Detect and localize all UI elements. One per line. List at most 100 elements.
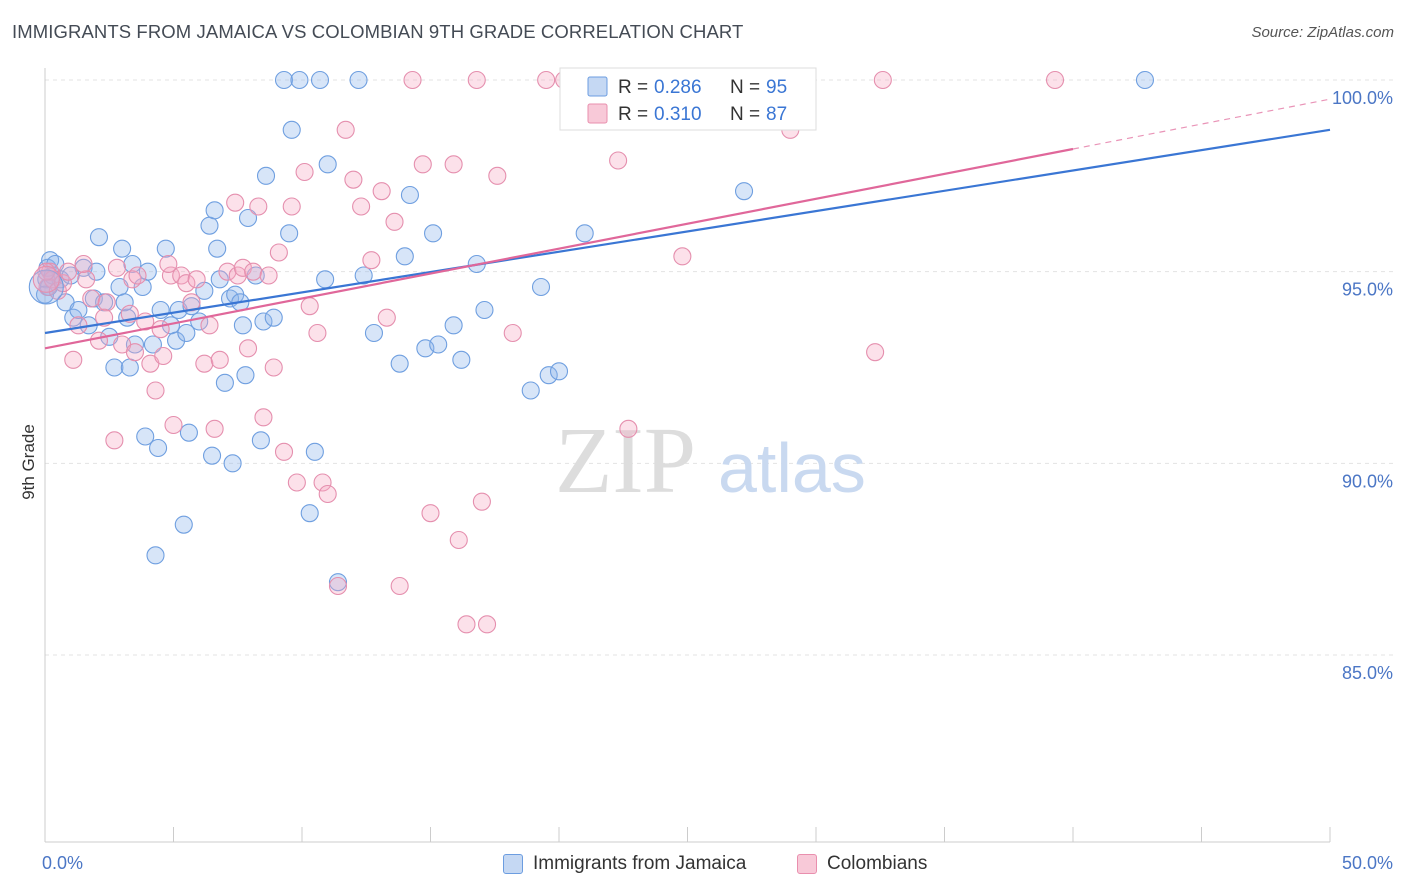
point-jamaica bbox=[215, 373, 234, 392]
point-colombians bbox=[205, 419, 224, 438]
point-jamaica bbox=[444, 316, 463, 335]
point-colombians bbox=[226, 193, 245, 212]
point-jamaica bbox=[349, 70, 368, 90]
point-jamaica bbox=[69, 300, 88, 320]
point-jamaica bbox=[280, 224, 299, 243]
point-colombians bbox=[318, 484, 337, 504]
point-colombians bbox=[59, 262, 78, 281]
x-tick-label: 50.0% bbox=[1342, 853, 1393, 873]
point-colombians bbox=[336, 120, 355, 139]
point-jamaica bbox=[300, 504, 319, 523]
point-colombians bbox=[107, 258, 127, 277]
point-jamaica bbox=[167, 331, 186, 350]
point-colombians bbox=[195, 354, 214, 373]
point-colombians bbox=[488, 166, 507, 185]
point-jamaica bbox=[328, 573, 348, 592]
point-jamaica bbox=[179, 423, 198, 442]
series-legend-item-jamaica[interactable]: Immigrants from Jamaica bbox=[503, 853, 746, 875]
series-label-colombians: Colombians bbox=[827, 853, 928, 874]
point-jamaica bbox=[28, 269, 64, 305]
point-colombians bbox=[444, 155, 463, 174]
point-colombians bbox=[328, 576, 348, 596]
point-colombians bbox=[313, 473, 332, 492]
point-colombians bbox=[403, 70, 422, 90]
point-jamaica bbox=[539, 366, 558, 385]
point-colombians bbox=[164, 415, 183, 435]
point-jamaica bbox=[256, 166, 276, 185]
point-jamaica bbox=[364, 323, 384, 343]
point-colombians bbox=[159, 254, 178, 274]
point-colombians bbox=[105, 431, 124, 450]
point-jamaica bbox=[264, 308, 283, 327]
legend-r-label: R = bbox=[618, 77, 648, 98]
point-jamaica bbox=[203, 446, 222, 465]
point-colombians bbox=[264, 358, 283, 377]
point-jamaica bbox=[238, 208, 258, 228]
point-jamaica bbox=[233, 316, 252, 335]
point-colombians bbox=[238, 339, 258, 358]
point-jamaica bbox=[143, 335, 162, 354]
watermark-zip: ZIP bbox=[555, 409, 696, 513]
point-colombians bbox=[254, 408, 273, 427]
y-tick-label: 90.0% bbox=[1342, 471, 1393, 491]
tick-labels: 85.0% 90.0% 95.0% 100.0% 0.0% 50.0% bbox=[42, 88, 1393, 873]
point-colombians bbox=[177, 274, 196, 293]
point-jamaica bbox=[205, 201, 224, 220]
legend-n-label: N = bbox=[730, 77, 760, 98]
point-colombians bbox=[146, 381, 165, 400]
point-colombians bbox=[377, 308, 396, 327]
point-jamaica bbox=[200, 216, 219, 235]
point-colombians bbox=[274, 442, 294, 461]
point-colombians bbox=[161, 266, 180, 285]
point-colombians bbox=[64, 350, 83, 369]
point-colombians bbox=[449, 530, 468, 550]
legend-r-label: R = bbox=[618, 104, 648, 125]
point-jamaica bbox=[254, 312, 273, 331]
point-jamaica bbox=[354, 266, 373, 285]
point-colombians bbox=[287, 473, 306, 492]
point-jamaica bbox=[113, 239, 132, 258]
point-colombians bbox=[344, 170, 363, 189]
legend-swatch-colombians bbox=[587, 103, 608, 124]
source-credit: Source: ZipAtlas.com bbox=[1251, 24, 1394, 41]
data-points bbox=[28, 70, 1155, 634]
point-colombians bbox=[259, 266, 278, 285]
point-colombians bbox=[467, 70, 486, 90]
point-jamaica bbox=[452, 350, 471, 369]
point-jamaica bbox=[223, 454, 242, 473]
point-jamaica bbox=[531, 277, 551, 297]
point-colombians bbox=[1045, 70, 1065, 90]
legend-r-value-jamaica: 0.286 bbox=[654, 77, 702, 98]
point-jamaica bbox=[1135, 70, 1155, 90]
point-jamaica bbox=[475, 300, 494, 320]
legend-n-value-colombians: 87 bbox=[766, 104, 787, 125]
point-jamaica bbox=[318, 155, 337, 174]
point-colombians bbox=[457, 615, 476, 634]
point-jamaica bbox=[316, 270, 335, 289]
point-jamaica bbox=[282, 120, 301, 139]
y-tick-label: 85.0% bbox=[1342, 663, 1393, 683]
point-colombians bbox=[74, 254, 93, 274]
point-colombians bbox=[372, 182, 391, 201]
point-colombians bbox=[352, 197, 371, 216]
series-legend-item-colombians[interactable]: Colombians bbox=[797, 853, 927, 875]
point-jamaica bbox=[424, 224, 443, 243]
point-colombians bbox=[308, 323, 327, 343]
point-jamaica bbox=[734, 182, 754, 201]
x-tick-label: 0.0% bbox=[42, 853, 83, 873]
point-colombians bbox=[249, 197, 268, 216]
point-jamaica bbox=[390, 354, 409, 373]
point-colombians bbox=[385, 212, 404, 231]
point-jamaica bbox=[156, 239, 175, 258]
point-colombians bbox=[125, 343, 144, 362]
point-jamaica bbox=[105, 358, 124, 377]
point-jamaica bbox=[89, 228, 109, 247]
point-colombians bbox=[69, 316, 88, 335]
point-colombians bbox=[421, 504, 440, 523]
point-colombians bbox=[77, 270, 96, 289]
point-jamaica bbox=[236, 366, 255, 385]
point-jamaica bbox=[290, 70, 309, 90]
point-colombians bbox=[619, 419, 638, 438]
legend-r-value-colombians: 0.310 bbox=[654, 104, 702, 125]
